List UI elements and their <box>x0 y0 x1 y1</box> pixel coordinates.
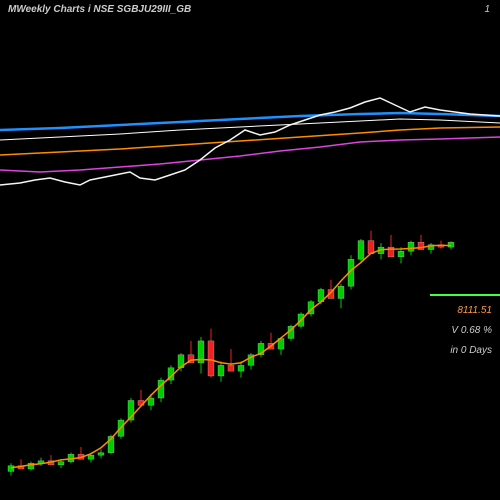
candles-svg <box>0 190 500 500</box>
candlestick-panel <box>0 190 500 500</box>
candle-body <box>88 455 94 459</box>
current-price-label: 8111.51 <box>457 305 492 316</box>
candle-body <box>448 242 454 247</box>
ma-magenta <box>0 137 500 172</box>
page-indicator: 1 <box>484 4 490 15</box>
change-percent-label: V 0.68 % <box>451 325 492 336</box>
upper-indicator-panel <box>0 20 500 190</box>
candle-body <box>408 242 414 251</box>
candle-body <box>208 341 214 376</box>
chart-title: MWeekly Charts i NSE SGBJU29III_GB <box>8 4 191 15</box>
candle-body <box>338 286 344 298</box>
candle-body <box>368 241 374 254</box>
upper-lines-svg <box>0 20 500 190</box>
candle-body <box>218 365 224 376</box>
candle-body <box>58 462 64 465</box>
candle-body <box>398 251 404 257</box>
price-line <box>0 98 500 185</box>
candle-body <box>238 365 244 371</box>
ma-blue <box>0 113 500 130</box>
candle-body <box>148 398 154 405</box>
candle-body <box>228 365 234 371</box>
candle-body <box>98 453 104 455</box>
candle-body <box>8 466 14 472</box>
candle-body <box>358 241 364 260</box>
time-horizon-label: in 0 Days <box>450 345 492 356</box>
